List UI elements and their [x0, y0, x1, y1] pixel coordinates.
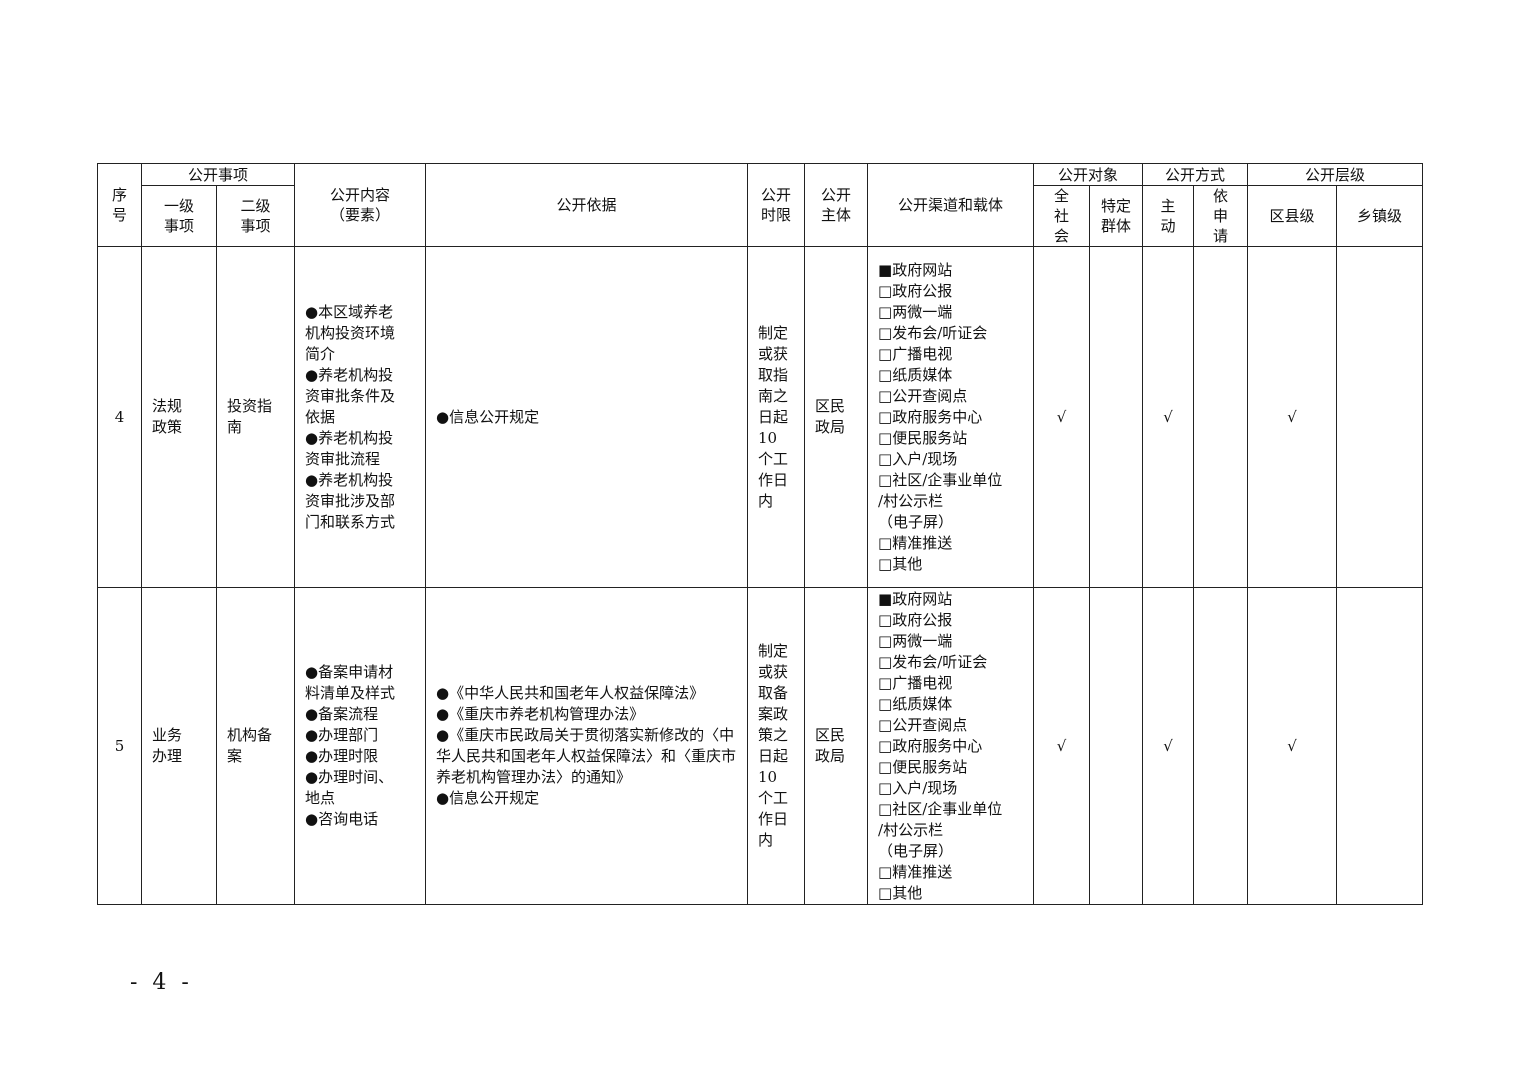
header-items: 公开事项 — [140, 163, 296, 186]
channels-item: □社区/企事业单位 /村公示栏 （电子屏） — [878, 470, 1003, 531]
channels-item: □政府服务中心 — [878, 736, 983, 755]
subject-cell: 区民政局 — [804, 587, 869, 905]
content-item: ●本区域养老机构投资环境简介 — [305, 302, 396, 363]
channels-item: □政府公报 — [878, 281, 953, 300]
channels-item: □发布会/听证会 — [878, 323, 988, 342]
header-content: 公开内容（要素） — [294, 163, 427, 247]
content-item: ●备案流程 — [305, 705, 379, 723]
channels-item: □公开查阅点 — [878, 715, 968, 734]
content-item: ●办理部门 — [305, 726, 379, 744]
seq-cell: 5 — [97, 587, 142, 905]
basis-cell: ●信息公开规定 — [425, 246, 749, 588]
deadline-cell: 制定或获取备案政策之日起10个工作日内 — [747, 587, 806, 905]
header-level: 公开层级 — [1247, 163, 1424, 186]
method-active-cell: √ — [1142, 246, 1195, 588]
content-item: ●咨询电话 — [305, 810, 379, 828]
header-channel: 公开渠道和载体 — [867, 163, 1035, 247]
channel-cell: ■政府网站 □政府公报 □两微一端 □发布会/听证会 □广播电视 □纸质媒体 □公开查阅点 □… — [867, 587, 1035, 905]
target-specific-cell — [1089, 587, 1144, 905]
channels-item: □精准推送 — [878, 862, 953, 881]
header-level-county: 区县级 — [1247, 185, 1338, 247]
target-all-cell: √ — [1033, 246, 1091, 588]
target-all-cell: √ — [1033, 587, 1091, 905]
subject-cell: 区民政局 — [804, 246, 869, 588]
header-target-specific: 特定群体 — [1089, 185, 1144, 247]
header-method-request: 依申请 — [1193, 185, 1249, 247]
basis-item: ●信息公开规定 — [436, 789, 540, 807]
level1-cell: 业务办理 — [141, 587, 217, 905]
channels-item: □广播电视 — [878, 673, 953, 692]
channels-item: ■政府网站 — [878, 260, 953, 279]
channels-item: □政府服务中心 — [878, 407, 983, 426]
method-request-cell — [1193, 587, 1249, 905]
header-level-town: 乡镇级 — [1336, 185, 1424, 247]
disclosure-table: 序号 公开事项 公开内容（要素） 公开依据 公开时限 公开主体 公开渠道和载体 … — [97, 163, 1424, 905]
channels-item: □精准推送 — [878, 533, 953, 552]
header-target-all: 全社会 — [1033, 185, 1091, 247]
content-cell: ●本区域养老机构投资环境简介 ●养老机构投资审批条件及依据 ●养老机构投资审批流程 ●… — [294, 246, 427, 588]
header-level2: 二级事项 — [215, 185, 296, 247]
level2-cell: 机构备案 — [215, 587, 296, 905]
channels-item: □政府公报 — [878, 610, 953, 629]
deadline-cell: 制定或获取指南之日起10个工作日内 — [747, 246, 806, 588]
header-seq: 序号 — [97, 163, 142, 247]
header-basis: 公开依据 — [425, 163, 749, 247]
channels-item: □便民服务站 — [878, 757, 968, 776]
content-item: ●办理时间、地点 — [305, 768, 394, 807]
channels-item: □广播电视 — [878, 344, 953, 363]
channels-item: □其他 — [878, 883, 923, 902]
channels-item: □便民服务站 — [878, 428, 968, 447]
header-target: 公开对象 — [1033, 163, 1144, 186]
basis-item: ●《中华人民共和国老年人权益保障法》 — [436, 684, 705, 702]
channels-item: □入户/现场 — [878, 778, 958, 797]
header-deadline: 公开时限 — [747, 163, 806, 247]
seq-cell: 4 — [97, 246, 142, 588]
level-county-cell: √ — [1247, 246, 1338, 588]
target-specific-cell — [1089, 246, 1144, 588]
method-request-cell — [1193, 246, 1249, 588]
level-town-cell — [1336, 246, 1424, 588]
channels-item: □入户/现场 — [878, 449, 958, 468]
channels-item: □公开查阅点 — [878, 386, 968, 405]
header-level1: 一级事项 — [141, 185, 217, 247]
channels-item: □纸质媒体 — [878, 694, 953, 713]
header-method-active: 主动 — [1142, 185, 1195, 247]
channel-cell: ■政府网站 □政府公报 □两微一端 □发布会/听证会 □广播电视 □纸质媒体 □公开查阅点 □… — [867, 246, 1035, 588]
channels-item: ■政府网站 — [878, 589, 953, 608]
level1-cell: 法规政策 — [141, 246, 217, 588]
channels-item: □社区/企事业单位 /村公示栏 （电子屏） — [878, 799, 1003, 860]
header-method: 公开方式 — [1142, 163, 1249, 186]
basis-item: ●《重庆市民政局关于贯彻落实新修改的〈中华人民共和国老年人权益保障法〉和〈重庆市… — [436, 726, 737, 786]
channels-item: □两微一端 — [878, 631, 953, 650]
content-item: ●养老机构投资审批流程 — [305, 428, 394, 468]
basis-item: ●信息公开规定 — [436, 407, 540, 426]
level-county-cell: √ — [1247, 587, 1338, 905]
content-item: ●办理时限 — [305, 747, 379, 765]
level2-cell: 投资指南 — [215, 246, 296, 588]
channels-item: □纸质媒体 — [878, 365, 953, 384]
content-cell: ●备案申请材料清单及样式 ●备案流程 ●办理部门 ●办理时限 ●办理时间、地点 ●咨询电话 — [294, 587, 427, 905]
channels-item: □发布会/听证会 — [878, 652, 988, 671]
table-row: 4 法规政策 投资指南 ●本区域养老机构投资环境简介 ●养老机构投资审批条件及依据 ●养老… — [97, 246, 1424, 588]
channels-item: □两微一端 — [878, 302, 953, 321]
basis-item: ●《重庆市养老机构管理办法》 — [436, 705, 645, 723]
channels-item: □其他 — [878, 554, 923, 573]
level-town-cell — [1336, 587, 1424, 905]
table-row: 5 业务办理 机构备案 ●备案申请材料清单及样式 ●备案流程 ●办理部门 ●办理时限 ●办理时… — [97, 587, 1424, 905]
page-number: - 4 - — [130, 970, 193, 995]
method-active-cell: √ — [1142, 587, 1195, 905]
content-item: ●养老机构投资审批条件及依据 — [305, 365, 396, 426]
basis-cell: ●《中华人民共和国老年人权益保障法》 ●《重庆市养老机构管理办法》 ●《重庆市民政局… — [425, 587, 749, 905]
header-subject: 公开主体 — [804, 163, 869, 247]
content-item: ●养老机构投资审批涉及部门和联系方式 — [305, 470, 396, 531]
content-item: ●备案申请材料清单及样式 — [305, 663, 396, 702]
